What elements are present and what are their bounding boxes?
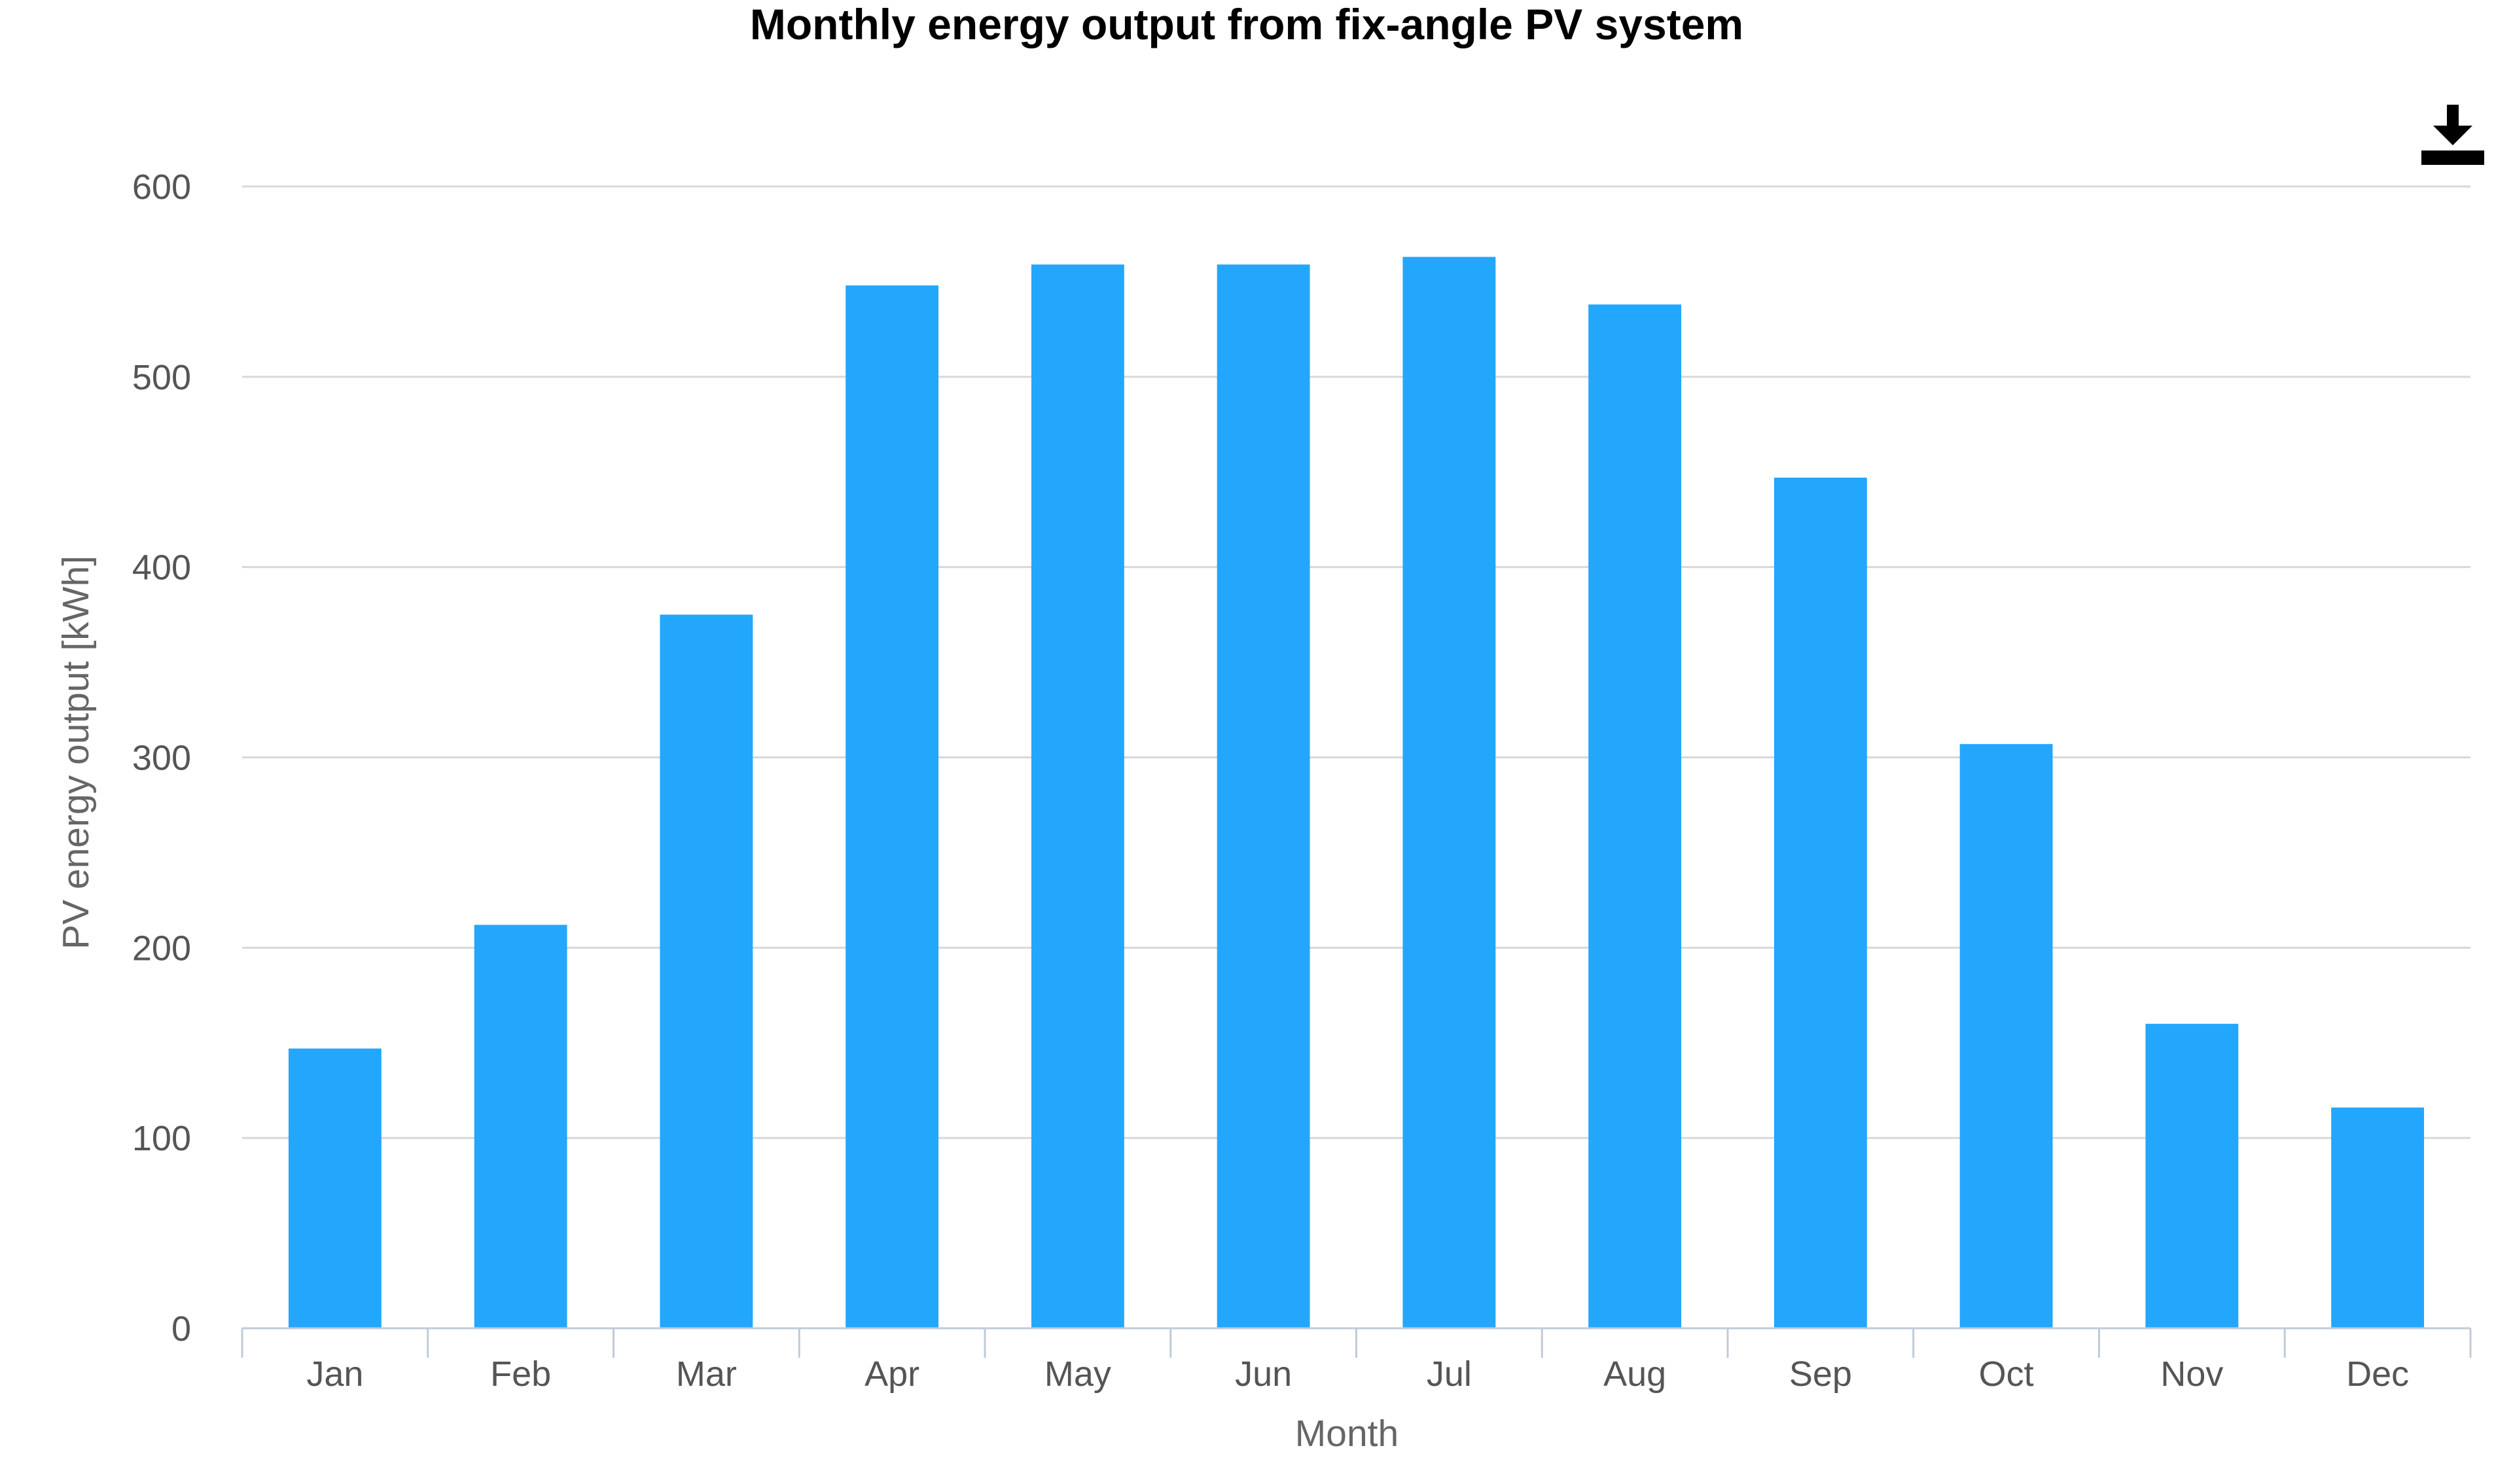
- bar-mar: [660, 614, 753, 1328]
- y-tick-label-400: 400: [132, 548, 191, 588]
- chart-title: Monthly energy output from fix-angle PV …: [750, 0, 1743, 48]
- x-tick-label-jan: Jan: [306, 1354, 363, 1394]
- bar-oct: [1959, 744, 2053, 1328]
- bar-sep: [1773, 477, 1867, 1328]
- bar-apr: [846, 285, 939, 1328]
- bar-dec: [2331, 1107, 2425, 1328]
- x-tick-label-jul: Jul: [1427, 1354, 1472, 1394]
- x-axis: [241, 1327, 2472, 1358]
- y-tick-label-300: 300: [132, 739, 191, 778]
- bar-feb: [474, 925, 567, 1328]
- x-tick-label-mar: Mar: [676, 1354, 737, 1394]
- x-tick-label-apr: Apr: [864, 1354, 919, 1394]
- x-tick-label-may: May: [1044, 1354, 1111, 1394]
- x-tick-label-jun: Jun: [1235, 1354, 1292, 1394]
- y-tick-labels: 0 100 200 300 400 500 600: [132, 168, 191, 1349]
- x-tick-label-oct: Oct: [1979, 1354, 2034, 1394]
- download-icon: [2421, 105, 2484, 165]
- bar-nov: [2145, 1023, 2239, 1328]
- download-button[interactable]: [2420, 103, 2486, 165]
- y-tick-label-500: 500: [132, 358, 191, 397]
- y-tick-label-0: 0: [171, 1309, 191, 1349]
- y-tick-label-100: 100: [132, 1119, 191, 1158]
- bar-jan: [288, 1048, 382, 1328]
- x-tick-label-dec: Dec: [2346, 1354, 2409, 1394]
- x-tick-labels: Jan Feb Mar Apr May Jun Jul Aug Sep Oct Nov Dec: [306, 1354, 2409, 1394]
- bar-jul: [1402, 256, 1496, 1328]
- x-tick-label-aug: Aug: [1603, 1354, 1666, 1394]
- y-tick-label-600: 600: [132, 168, 191, 207]
- x-tick-label-nov: Nov: [2160, 1354, 2223, 1394]
- y-tick-label-200: 200: [132, 928, 191, 968]
- bar-may: [1031, 264, 1124, 1328]
- bars: [288, 256, 2425, 1329]
- x-axis-title: Month: [1295, 1413, 1399, 1455]
- x-tick-label-feb: Feb: [490, 1354, 551, 1394]
- y-axis-title-group: PV energy output [kWh]: [55, 556, 97, 949]
- bar-aug: [1588, 304, 1682, 1329]
- y-axis-title: PV energy output [kWh]: [55, 556, 97, 949]
- x-tick-label-sep: Sep: [1789, 1354, 1852, 1394]
- gridlines: [242, 185, 2470, 1139]
- bar-jun: [1217, 264, 1310, 1328]
